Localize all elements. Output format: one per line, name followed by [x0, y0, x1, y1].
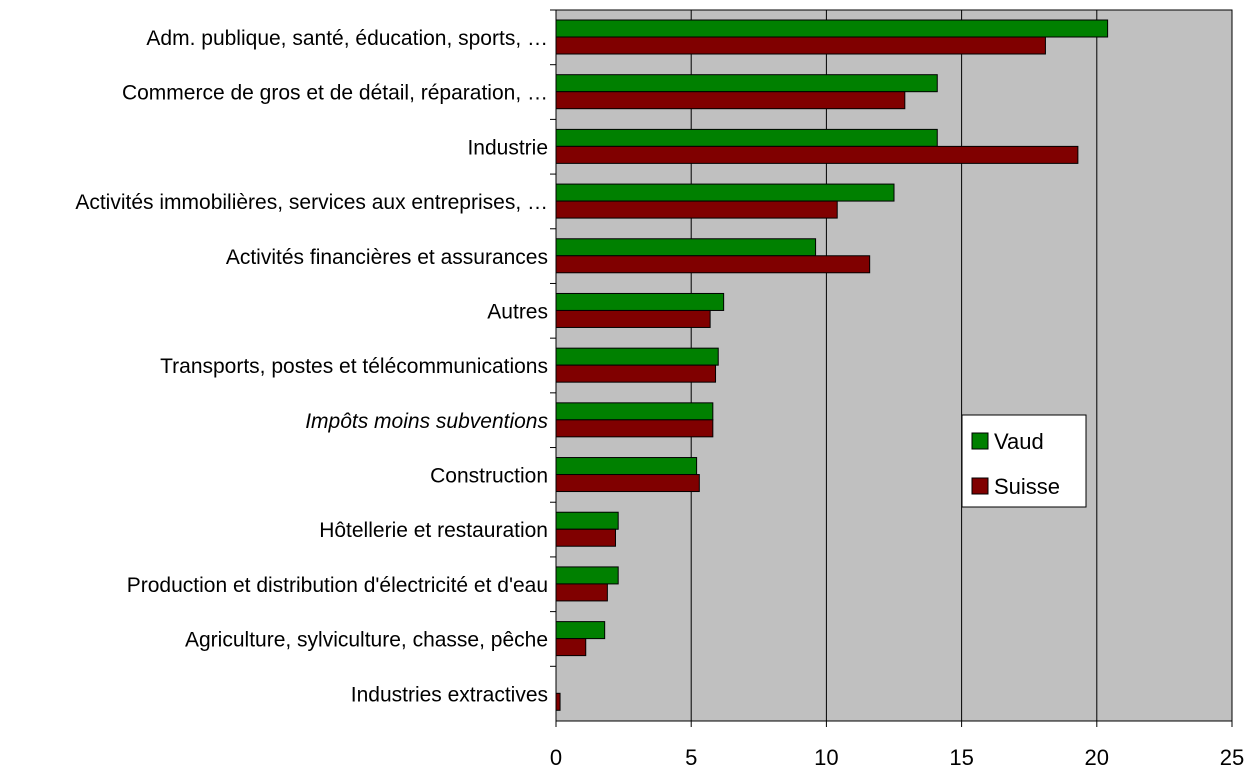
x-tick-label: 20	[1085, 745, 1109, 770]
bar-suisse	[555, 528, 616, 547]
bar-suisse	[555, 364, 717, 383]
bar-vaud	[555, 566, 619, 585]
x-tick-label: 5	[685, 745, 697, 770]
bar-vaud	[555, 347, 719, 366]
bar-vaud	[555, 19, 1109, 38]
x-tick-labels: 0 5 10 15 20 25	[550, 745, 1244, 770]
legend-swatch-vaud	[971, 432, 989, 450]
bar-suisse	[555, 692, 561, 711]
legend-label-suisse: Suisse	[994, 474, 1060, 499]
category-label: Adm. publique, santé, éducation, sports,…	[146, 27, 548, 50]
bars	[555, 19, 1109, 711]
category-label: Industries extractives	[351, 683, 548, 706]
bar-vaud	[555, 292, 725, 311]
x-tick-label: 10	[814, 745, 838, 770]
category-labels: Adm. publique, santé, éducation, sports,…	[75, 27, 548, 706]
category-label: Hôtellerie et restauration	[319, 519, 548, 542]
bar-suisse	[555, 419, 714, 438]
bar-suisse	[555, 200, 838, 219]
bar-vaud	[555, 621, 606, 640]
bar-suisse	[555, 36, 1046, 55]
category-label: Industrie	[467, 136, 548, 159]
category-label: Activités financières et assurances	[226, 246, 548, 269]
legend-swatch-suisse	[971, 477, 989, 495]
bar-vaud	[555, 183, 895, 202]
x-tick-label: 25	[1220, 745, 1244, 770]
bar-suisse	[555, 309, 711, 328]
category-label: Commerce de gros et de détail, réparatio…	[122, 82, 548, 105]
x-tick-label: 15	[949, 745, 973, 770]
bar-suisse	[555, 474, 700, 493]
bar-suisse	[555, 638, 587, 657]
bar-vaud	[555, 511, 619, 530]
category-label: Transports, postes et télécommunications	[160, 355, 548, 378]
bar-vaud	[555, 128, 938, 147]
bar-vaud	[555, 457, 698, 476]
legend-label-vaud: Vaud	[994, 429, 1044, 454]
category-label: Production et distribution d'électricité…	[127, 574, 548, 597]
category-label: Impôts moins subventions	[305, 410, 548, 433]
bar-suisse	[555, 91, 906, 110]
bar-suisse	[555, 583, 608, 602]
bar-vaud	[555, 402, 714, 421]
category-label: Agriculture, sylviculture, chasse, pêche	[185, 629, 548, 652]
category-label: Autres	[487, 300, 548, 323]
bar-vaud	[555, 74, 938, 93]
legend: Vaud Suisse	[961, 414, 1087, 508]
bar-suisse	[555, 145, 1079, 164]
bar-vaud	[555, 238, 817, 257]
x-tick-label: 0	[550, 745, 562, 770]
category-label: Construction	[430, 465, 548, 488]
bar-suisse	[555, 255, 871, 274]
axes	[550, 9, 1233, 727]
category-label: Activités immobilières, services aux ent…	[75, 191, 548, 214]
